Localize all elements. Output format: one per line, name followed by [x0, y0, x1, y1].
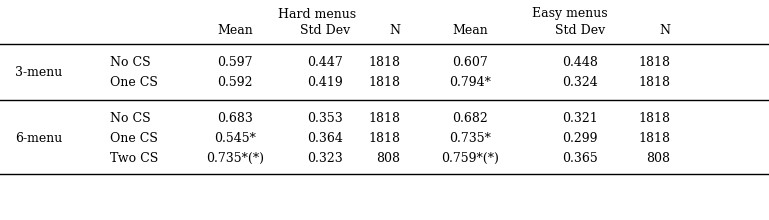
Text: No CS: No CS [110, 112, 151, 125]
Text: Std Dev: Std Dev [300, 24, 350, 37]
Text: 1818: 1818 [368, 55, 400, 68]
Text: One CS: One CS [110, 132, 158, 145]
Text: 0.299: 0.299 [562, 132, 598, 145]
Text: 1818: 1818 [638, 75, 670, 88]
Text: 0.597: 0.597 [218, 55, 253, 68]
Text: 6-menu: 6-menu [15, 132, 62, 145]
Text: 0.353: 0.353 [307, 112, 343, 125]
Text: 0.683: 0.683 [217, 112, 253, 125]
Text: 1818: 1818 [638, 132, 670, 145]
Text: 0.419: 0.419 [307, 75, 343, 88]
Text: 1818: 1818 [368, 132, 400, 145]
Text: 0.324: 0.324 [562, 75, 598, 88]
Text: 0.607: 0.607 [452, 55, 488, 68]
Text: N: N [659, 24, 670, 37]
Text: 0.448: 0.448 [562, 55, 598, 68]
Text: 808: 808 [646, 152, 670, 165]
Text: One CS: One CS [110, 75, 158, 88]
Text: 0.321: 0.321 [562, 112, 598, 125]
Text: 1818: 1818 [368, 112, 400, 125]
Text: 0.794*: 0.794* [449, 75, 491, 88]
Text: 0.682: 0.682 [452, 112, 488, 125]
Text: 0.735*: 0.735* [449, 132, 491, 145]
Text: N: N [389, 24, 400, 37]
Text: 0.365: 0.365 [562, 152, 598, 165]
Text: 0.735*(*): 0.735*(*) [206, 152, 264, 165]
Text: 0.364: 0.364 [307, 132, 343, 145]
Text: Hard menus: Hard menus [278, 7, 357, 20]
Text: Two CS: Two CS [110, 152, 158, 165]
Text: Std Dev: Std Dev [555, 24, 605, 37]
Text: 1818: 1818 [638, 55, 670, 68]
Text: Easy menus: Easy menus [532, 7, 608, 20]
Text: 0.447: 0.447 [307, 55, 343, 68]
Text: 0.323: 0.323 [307, 152, 343, 165]
Text: 0.759*(*): 0.759*(*) [441, 152, 499, 165]
Text: 1818: 1818 [368, 75, 400, 88]
Text: 0.592: 0.592 [218, 75, 253, 88]
Text: 808: 808 [376, 152, 400, 165]
Text: 1818: 1818 [638, 112, 670, 125]
Text: No CS: No CS [110, 55, 151, 68]
Text: 0.545*: 0.545* [214, 132, 256, 145]
Text: Mean: Mean [452, 24, 488, 37]
Text: 3-menu: 3-menu [15, 66, 62, 79]
Text: Mean: Mean [217, 24, 253, 37]
